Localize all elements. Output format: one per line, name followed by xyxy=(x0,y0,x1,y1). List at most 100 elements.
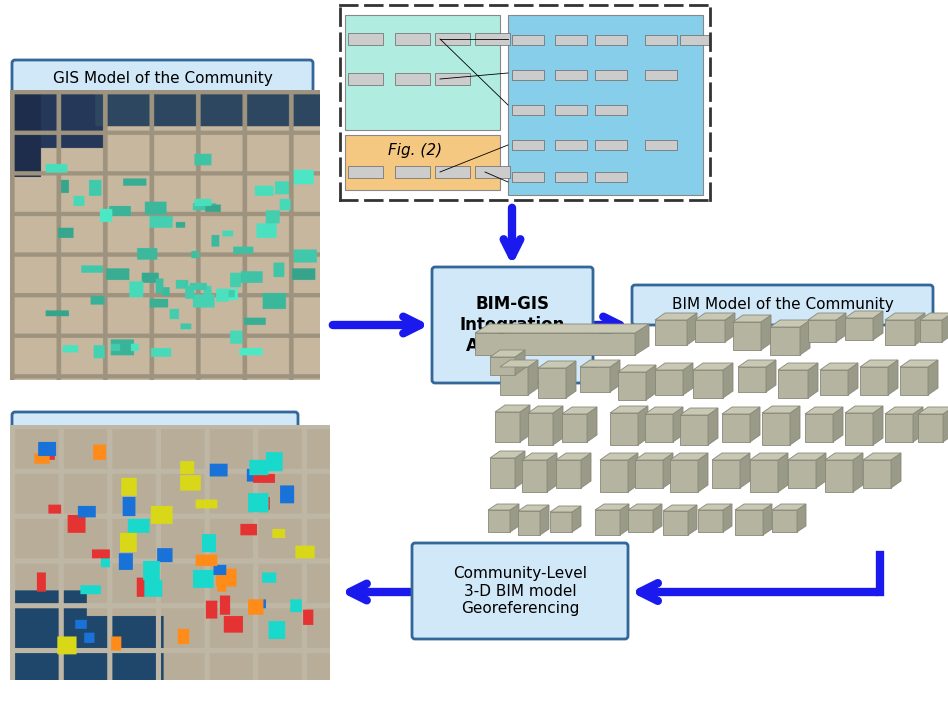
FancyBboxPatch shape xyxy=(12,60,313,98)
Polygon shape xyxy=(522,453,557,460)
Polygon shape xyxy=(538,368,566,398)
Polygon shape xyxy=(580,360,620,367)
Polygon shape xyxy=(863,460,891,488)
Polygon shape xyxy=(687,313,697,345)
Polygon shape xyxy=(645,407,683,414)
Polygon shape xyxy=(645,414,673,442)
Polygon shape xyxy=(538,361,576,368)
Polygon shape xyxy=(750,460,778,492)
Polygon shape xyxy=(797,504,806,532)
Polygon shape xyxy=(550,512,572,532)
Polygon shape xyxy=(805,407,843,414)
Polygon shape xyxy=(595,510,620,535)
Polygon shape xyxy=(562,407,597,414)
FancyBboxPatch shape xyxy=(595,140,627,150)
FancyBboxPatch shape xyxy=(435,33,470,45)
Polygon shape xyxy=(805,414,833,442)
Polygon shape xyxy=(885,320,915,345)
FancyBboxPatch shape xyxy=(595,172,627,182)
Polygon shape xyxy=(725,313,735,342)
Polygon shape xyxy=(490,458,515,488)
Polygon shape xyxy=(655,320,687,345)
Polygon shape xyxy=(860,360,898,367)
Polygon shape xyxy=(770,320,810,327)
FancyBboxPatch shape xyxy=(395,73,430,85)
Polygon shape xyxy=(763,504,772,535)
Polygon shape xyxy=(698,504,732,510)
Polygon shape xyxy=(655,363,693,370)
FancyBboxPatch shape xyxy=(395,33,430,45)
Polygon shape xyxy=(873,406,883,445)
Polygon shape xyxy=(688,505,697,535)
FancyBboxPatch shape xyxy=(345,15,500,130)
Polygon shape xyxy=(635,324,649,355)
Text: BIM Model of the Community: BIM Model of the Community xyxy=(671,298,893,313)
Polygon shape xyxy=(900,360,938,367)
Polygon shape xyxy=(628,453,638,492)
Polygon shape xyxy=(913,407,923,442)
Polygon shape xyxy=(942,313,948,342)
Polygon shape xyxy=(610,406,648,413)
Polygon shape xyxy=(518,511,540,535)
Polygon shape xyxy=(833,407,843,442)
FancyBboxPatch shape xyxy=(555,172,587,182)
Polygon shape xyxy=(610,360,620,392)
FancyBboxPatch shape xyxy=(395,166,430,178)
Polygon shape xyxy=(670,453,708,460)
FancyBboxPatch shape xyxy=(12,412,298,470)
Text: GIS Model of the Community: GIS Model of the Community xyxy=(53,72,272,87)
FancyBboxPatch shape xyxy=(680,35,712,45)
FancyBboxPatch shape xyxy=(555,70,587,80)
FancyBboxPatch shape xyxy=(595,35,627,45)
Polygon shape xyxy=(488,510,510,532)
FancyBboxPatch shape xyxy=(512,140,544,150)
Polygon shape xyxy=(680,415,708,445)
Polygon shape xyxy=(845,318,873,340)
Polygon shape xyxy=(495,412,520,442)
Text: 3-D BIM Model of the
Community in a GIS: 3-D BIM Model of the Community in a GIS xyxy=(75,425,235,457)
FancyBboxPatch shape xyxy=(512,105,544,115)
Polygon shape xyxy=(600,453,638,460)
Polygon shape xyxy=(562,414,587,442)
FancyBboxPatch shape xyxy=(555,35,587,45)
Polygon shape xyxy=(547,453,557,492)
Polygon shape xyxy=(528,406,563,413)
Polygon shape xyxy=(735,510,763,535)
Polygon shape xyxy=(515,451,525,488)
Polygon shape xyxy=(693,370,723,398)
Polygon shape xyxy=(825,460,853,492)
Polygon shape xyxy=(655,313,697,320)
Polygon shape xyxy=(762,406,800,413)
Polygon shape xyxy=(790,406,800,445)
Polygon shape xyxy=(943,407,948,442)
FancyBboxPatch shape xyxy=(645,70,677,80)
Polygon shape xyxy=(845,311,883,318)
FancyBboxPatch shape xyxy=(345,135,500,190)
Polygon shape xyxy=(738,360,776,367)
Polygon shape xyxy=(495,405,530,412)
Polygon shape xyxy=(673,407,683,442)
Polygon shape xyxy=(680,408,718,415)
Polygon shape xyxy=(733,322,761,350)
Polygon shape xyxy=(845,413,873,445)
Polygon shape xyxy=(698,510,723,532)
Polygon shape xyxy=(920,320,942,342)
FancyBboxPatch shape xyxy=(348,166,383,178)
Polygon shape xyxy=(738,367,766,392)
Polygon shape xyxy=(918,414,943,442)
Polygon shape xyxy=(572,506,581,532)
Text: Fig. (2): Fig. (2) xyxy=(388,142,442,158)
Polygon shape xyxy=(836,313,846,342)
Polygon shape xyxy=(740,453,750,488)
Polygon shape xyxy=(766,360,776,392)
Polygon shape xyxy=(522,460,547,492)
Polygon shape xyxy=(500,360,538,367)
Polygon shape xyxy=(712,453,750,460)
Polygon shape xyxy=(808,320,836,342)
Polygon shape xyxy=(918,407,948,414)
Polygon shape xyxy=(600,460,628,492)
Polygon shape xyxy=(663,511,688,535)
Polygon shape xyxy=(618,365,656,372)
FancyBboxPatch shape xyxy=(432,267,593,383)
FancyBboxPatch shape xyxy=(475,166,510,178)
